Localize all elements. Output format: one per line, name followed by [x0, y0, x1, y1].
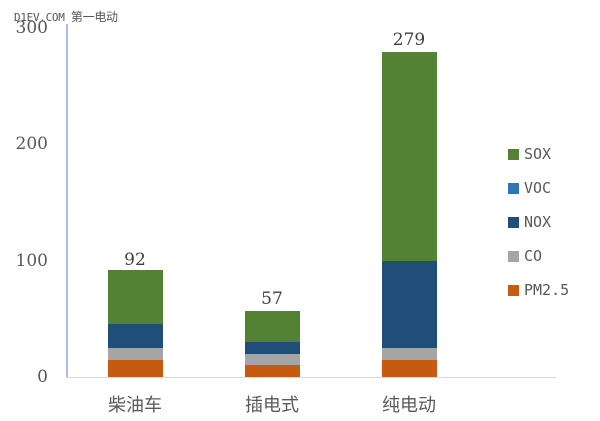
- bar-segment-co: [108, 347, 163, 360]
- legend-label: CO: [524, 247, 543, 265]
- x-axis-line: [66, 377, 556, 378]
- y-tick-200: 200: [15, 134, 48, 154]
- stacked-bar: [108, 270, 163, 377]
- legend-label: PM2.5: [524, 281, 570, 299]
- y-tick-300: 300: [15, 18, 48, 38]
- bar-segment-sox: [382, 52, 437, 261]
- legend-label: SOX: [524, 145, 552, 163]
- legend-item-nox: NOX: [508, 205, 569, 239]
- bar-segment-nox: [245, 342, 300, 354]
- watermark: D1EV.COM 第一电动: [14, 8, 118, 25]
- x-label-plugin-hybrid: 插电式: [245, 395, 299, 416]
- legend-swatch: [508, 284, 519, 296]
- bar-total-label: 57: [261, 289, 283, 309]
- bar-total-label: 279: [392, 30, 426, 50]
- legend-label: VOC: [524, 179, 552, 197]
- legend-item-sox: SOX: [508, 137, 569, 171]
- legend-item-pm25: PM2.5: [508, 273, 569, 307]
- watermark-domain: D1EV.COM: [14, 11, 65, 24]
- bar-segment-pm25: [245, 365, 300, 377]
- legend-swatch: [508, 182, 519, 194]
- x-label-diesel: 柴油车: [108, 395, 162, 416]
- legend: SOX VOC NOX CO PM2.5: [508, 137, 569, 307]
- bar-segment-nox: [108, 323, 163, 348]
- bar-segment-nox: [382, 260, 437, 348]
- watermark-site-name: 第一电动: [70, 10, 118, 24]
- legend-swatch: [508, 250, 519, 262]
- y-tick-0: 0: [37, 367, 48, 387]
- y-tick-100: 100: [15, 251, 48, 271]
- bar-segment-sox: [245, 310, 300, 343]
- legend-item-voc: VOC: [508, 171, 569, 205]
- x-label-battery-electric: 纯电动: [382, 395, 436, 416]
- y-axis-line: [66, 24, 68, 378]
- legend-label: NOX: [524, 213, 552, 231]
- bar-segment-pm25: [108, 359, 163, 377]
- legend-swatch: [508, 148, 519, 160]
- legend-swatch: [508, 216, 519, 228]
- bar-segment-co: [245, 353, 300, 366]
- stacked-bar: [245, 310, 300, 377]
- legend-item-co: CO: [508, 239, 569, 273]
- bar-total-label: 92: [124, 250, 146, 270]
- bar-segment-sox: [108, 270, 163, 324]
- stacked-bar: [382, 52, 437, 377]
- bar-segment-pm25: [382, 359, 437, 377]
- bar-segment-co: [382, 347, 437, 360]
